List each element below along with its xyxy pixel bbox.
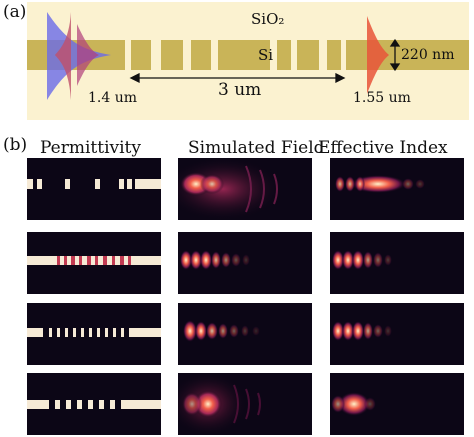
permittivity-map-1 (27, 158, 161, 220)
output-wavelength-label: 1.55 um (353, 90, 411, 106)
grating-segment-center (218, 40, 270, 70)
simulated-field-map-3 (178, 303, 312, 365)
effective-index-map-1 (330, 158, 464, 220)
effective-index-map-2 (330, 232, 464, 294)
effective-index-map-4 (330, 373, 464, 435)
panel-a-label: (a) (3, 2, 27, 22)
grating-segment (191, 40, 211, 70)
grating-segment (327, 40, 341, 70)
simulated-field-map-2 (178, 232, 312, 294)
thickness-arrow (389, 38, 401, 72)
si-label: Si (258, 46, 274, 64)
permittivity-map-2 (27, 232, 161, 294)
grating-segment (161, 40, 183, 70)
output-waveguide (346, 40, 469, 70)
sio2-label: SiO₂ (251, 10, 285, 28)
permittivity-map-3 (27, 303, 161, 365)
input-wavelength-label: 1.4 um (88, 90, 138, 106)
simulated-field-map-4 (178, 373, 312, 435)
column-title-effective-index: Effective Index (318, 138, 448, 158)
distance-label: 3 um (218, 80, 262, 100)
silicon-core (27, 40, 469, 70)
column-title-permittivity: Permittivity (40, 138, 141, 158)
grating-segment (131, 40, 151, 70)
waveguide-diagram (27, 2, 469, 120)
output-mode-profile (367, 16, 389, 94)
simulated-field-map-1 (178, 158, 312, 220)
column-title-simulated-field: Simulated Field (188, 138, 325, 158)
panel-b-label: (b) (3, 135, 28, 155)
input-mode-core (77, 24, 99, 86)
grating-segment (297, 40, 319, 70)
thickness-label: 220 nm (401, 47, 455, 63)
effective-index-map-3 (330, 303, 464, 365)
grating-segment (277, 40, 291, 70)
permittivity-map-4 (27, 373, 161, 435)
distance-arrow (129, 72, 346, 84)
input-mode-profile-left (55, 12, 71, 100)
